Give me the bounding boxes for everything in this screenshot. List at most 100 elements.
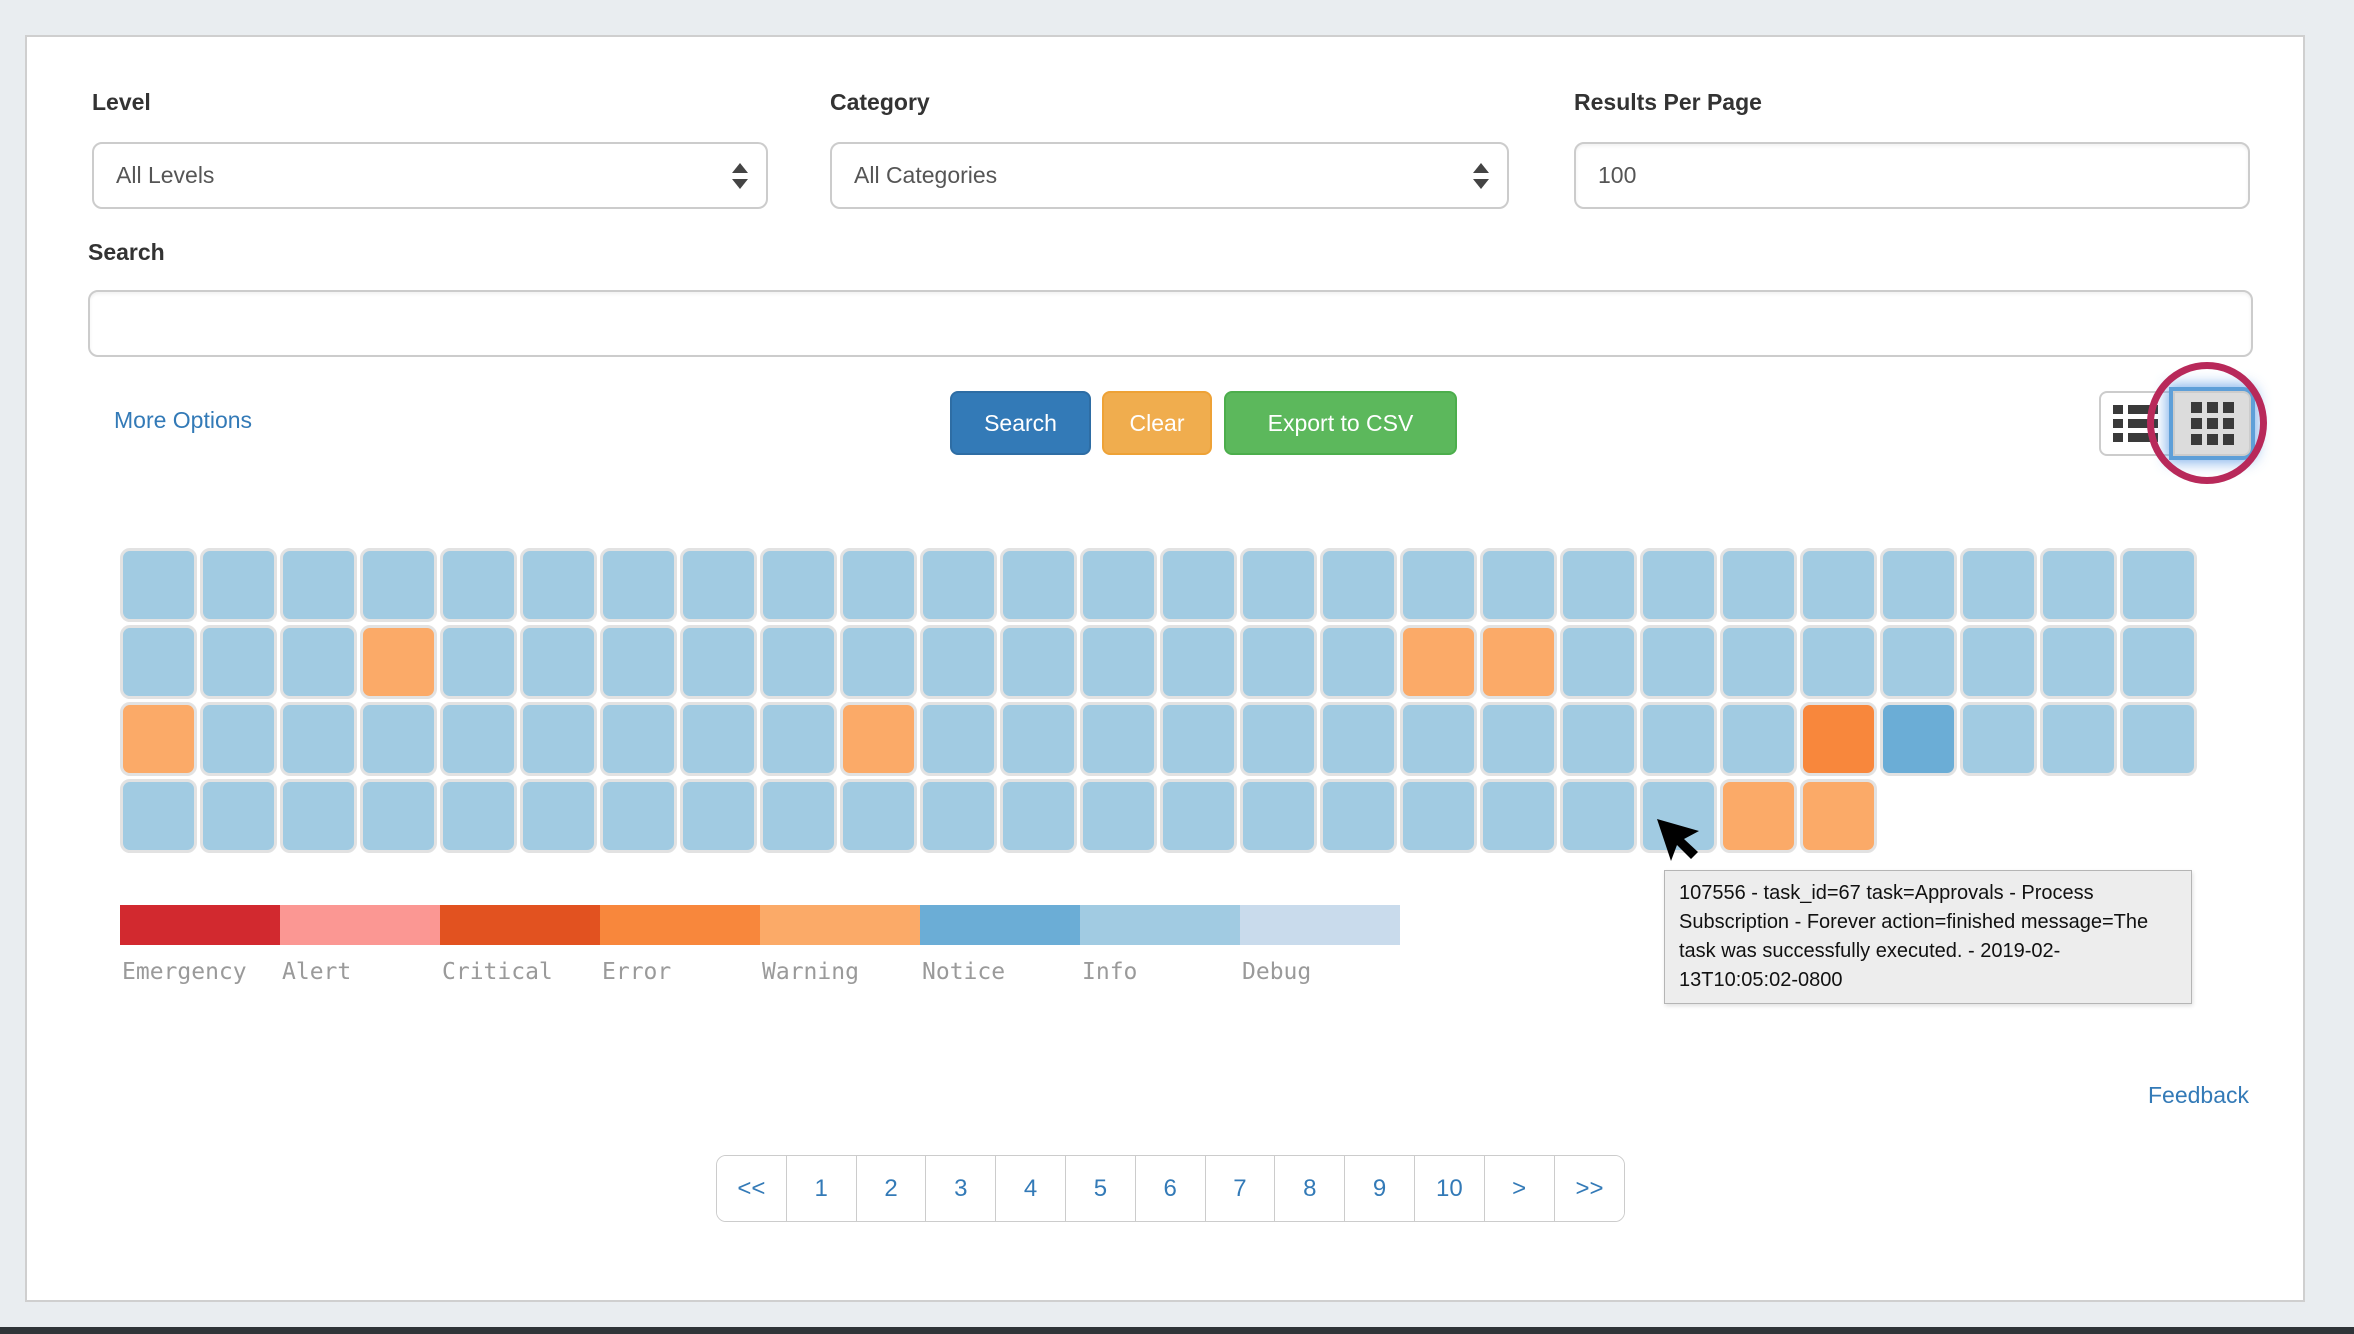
page-button-5[interactable]: 5 <box>1065 1156 1136 1221</box>
log-tile-info[interactable] <box>1160 779 1237 853</box>
log-tile-info[interactable] <box>2040 702 2117 776</box>
log-tile-info[interactable] <box>760 548 837 622</box>
log-tile-info[interactable] <box>1000 548 1077 622</box>
log-tile-info[interactable] <box>600 548 677 622</box>
log-tile-info[interactable] <box>600 779 677 853</box>
log-tile-info[interactable] <box>1480 702 1557 776</box>
log-tile-info[interactable] <box>1560 702 1637 776</box>
log-tile-info[interactable] <box>680 625 757 699</box>
log-tile-info[interactable] <box>1640 779 1717 853</box>
log-tile-info[interactable] <box>1400 548 1477 622</box>
log-tile-info[interactable] <box>1240 548 1317 622</box>
log-tile-info[interactable] <box>1400 779 1477 853</box>
log-tile-info[interactable] <box>760 779 837 853</box>
log-tile-info[interactable] <box>280 779 357 853</box>
search-input[interactable] <box>88 290 2253 357</box>
log-tile-info[interactable] <box>760 702 837 776</box>
log-tile-info[interactable] <box>680 702 757 776</box>
log-tile-info[interactable] <box>1960 702 2037 776</box>
log-tile-info[interactable] <box>1800 625 1877 699</box>
log-tile-info[interactable] <box>840 779 917 853</box>
log-tile-info[interactable] <box>1160 548 1237 622</box>
log-tile-info[interactable] <box>1000 702 1077 776</box>
feedback-link[interactable]: Feedback <box>2147 1082 2249 1108</box>
log-tile-info[interactable] <box>280 625 357 699</box>
export-csv-button[interactable]: Export to CSV <box>1224 391 1457 455</box>
log-tile-info[interactable] <box>1320 702 1397 776</box>
page-button-7[interactable]: 7 <box>1205 1156 1276 1221</box>
log-tile-info[interactable] <box>1720 702 1797 776</box>
log-tile-warning[interactable] <box>1400 625 1477 699</box>
log-tile-info[interactable] <box>1960 625 2037 699</box>
log-tile-info[interactable] <box>360 702 437 776</box>
log-tile-info[interactable] <box>200 779 277 853</box>
log-tile-warning[interactable] <box>840 702 917 776</box>
log-tile-info[interactable] <box>440 702 517 776</box>
log-tile-info[interactable] <box>920 625 997 699</box>
page-button-9[interactable]: 9 <box>1345 1156 1415 1221</box>
log-tile-notice[interactable] <box>1880 702 1957 776</box>
log-tile-warning[interactable] <box>1480 625 1557 699</box>
log-tile-info[interactable] <box>1640 702 1717 776</box>
log-tile-info[interactable] <box>520 548 597 622</box>
log-tile-info[interactable] <box>1320 548 1397 622</box>
log-tile-info[interactable] <box>840 548 917 622</box>
page-button-6[interactable]: 6 <box>1135 1156 1206 1221</box>
page-button-3[interactable]: 3 <box>926 1156 997 1221</box>
log-tile-info[interactable] <box>280 702 357 776</box>
log-tile-info[interactable] <box>520 779 597 853</box>
log-tile-info[interactable] <box>760 625 837 699</box>
log-tile-info[interactable] <box>1640 625 1717 699</box>
page-button-2[interactable]: 2 <box>856 1156 927 1221</box>
log-tile-info[interactable] <box>1400 702 1477 776</box>
log-tile-info[interactable] <box>1640 548 1717 622</box>
log-tile-info[interactable] <box>200 625 277 699</box>
log-tile-info[interactable] <box>840 625 917 699</box>
log-tile-info[interactable] <box>1080 548 1157 622</box>
log-tile-info[interactable] <box>1320 779 1397 853</box>
log-tile-info[interactable] <box>440 548 517 622</box>
log-tile-info[interactable] <box>1480 548 1557 622</box>
log-tile-warning[interactable] <box>1720 779 1797 853</box>
log-tile-info[interactable] <box>1240 702 1317 776</box>
log-tile-info[interactable] <box>1160 702 1237 776</box>
log-tile-info[interactable] <box>120 548 197 622</box>
log-tile-info[interactable] <box>2120 702 2197 776</box>
log-tile-info[interactable] <box>600 702 677 776</box>
log-tile-info[interactable] <box>2120 625 2197 699</box>
log-tile-info[interactable] <box>1880 625 1957 699</box>
log-tile-info[interactable] <box>1560 779 1637 853</box>
log-tile-info[interactable] <box>1720 548 1797 622</box>
log-tile-info[interactable] <box>1560 548 1637 622</box>
log-tile-info[interactable] <box>1480 779 1557 853</box>
log-tile-info[interactable] <box>920 779 997 853</box>
log-tile-info[interactable] <box>1240 625 1317 699</box>
page-button->>[interactable]: >> <box>1554 1156 1625 1221</box>
log-tile-info[interactable] <box>1880 548 1957 622</box>
log-tile-info[interactable] <box>1240 779 1317 853</box>
log-tile-info[interactable] <box>1080 625 1157 699</box>
page-button-4[interactable]: 4 <box>996 1156 1066 1221</box>
log-tile-info[interactable] <box>1080 702 1157 776</box>
page-button->[interactable]: > <box>1484 1156 1555 1221</box>
log-tile-info[interactable] <box>1720 625 1797 699</box>
log-tile-info[interactable] <box>1160 625 1237 699</box>
grid-view-button[interactable] <box>2173 391 2251 456</box>
category-select[interactable]: All Categories <box>830 142 1509 209</box>
log-tile-info[interactable] <box>440 779 517 853</box>
more-options-link[interactable]: More Options <box>114 407 253 433</box>
results-per-page-input[interactable] <box>1574 142 2250 209</box>
log-tile-info[interactable] <box>2120 548 2197 622</box>
page-button-10[interactable]: 10 <box>1414 1156 1485 1221</box>
log-tile-info[interactable] <box>520 702 597 776</box>
log-tile-info[interactable] <box>120 779 197 853</box>
log-tile-info[interactable] <box>920 702 997 776</box>
log-tile-warning[interactable] <box>120 702 197 776</box>
page-button-<<[interactable]: << <box>717 1156 787 1221</box>
log-tile-info[interactable] <box>120 625 197 699</box>
log-tile-error[interactable] <box>1800 702 1877 776</box>
log-tile-info[interactable] <box>2040 625 2117 699</box>
search-button[interactable]: Search <box>950 391 1091 455</box>
log-tile-info[interactable] <box>680 548 757 622</box>
log-tile-info[interactable] <box>200 548 277 622</box>
